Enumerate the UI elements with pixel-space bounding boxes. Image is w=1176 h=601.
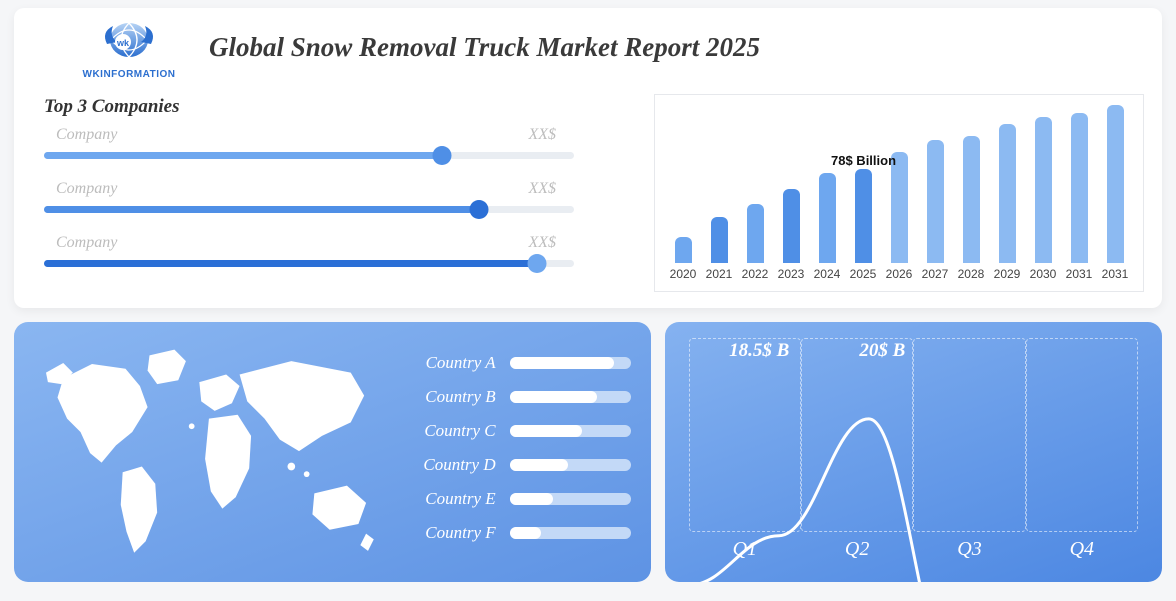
svg-text:wk: wk	[116, 38, 130, 48]
bar-x-label: 2025	[845, 267, 881, 281]
bar-x-label: 2031	[1097, 267, 1133, 281]
top-companies-list: Company XX$ Company XX$ Company XX$	[44, 126, 574, 288]
bar	[1035, 117, 1052, 263]
bar	[999, 124, 1016, 263]
country-fill	[510, 459, 568, 471]
country-row: Country F	[406, 516, 631, 550]
country-name: Country A	[406, 353, 496, 373]
bar-x-label: 2030	[1025, 267, 1061, 281]
country-track	[510, 493, 631, 505]
bar-x-label: 2027	[917, 267, 953, 281]
quarter-annotation: 18.5$ B	[729, 340, 789, 362]
yearly-bar-chart: 2020202120222023202420252026202720282029…	[654, 94, 1144, 292]
brand-text: WKINFORMATION	[74, 69, 184, 80]
company-knob	[527, 254, 546, 273]
country-list: Country A Country B Country C Country D Coun…	[406, 346, 631, 550]
country-row: Country D	[406, 448, 631, 482]
company-row: Company XX$	[44, 180, 574, 228]
bar	[963, 136, 980, 263]
bar	[783, 189, 800, 263]
top-card: wk WKINFORMATION Global Snow Removal Tru…	[14, 8, 1162, 308]
country-fill	[510, 391, 597, 403]
bar	[747, 204, 764, 263]
company-knob	[432, 146, 451, 165]
quarter-annotation: 20$ B	[859, 340, 905, 362]
top-companies-heading: Top 3 Companies	[44, 96, 180, 118]
country-fill	[510, 493, 554, 505]
bar	[891, 152, 908, 263]
page-title: Global Snow Removal Truck Market Report …	[209, 32, 760, 63]
bar	[855, 169, 872, 263]
company-fill	[44, 206, 479, 213]
bar-x-label: 2021	[701, 267, 737, 281]
bar-x-label: 2031	[1061, 267, 1097, 281]
country-fill	[510, 357, 614, 369]
company-name: Company	[56, 234, 117, 252]
country-track	[510, 357, 631, 369]
bar-x-label: 2029	[989, 267, 1025, 281]
country-row: Country E	[406, 482, 631, 516]
company-fill	[44, 152, 442, 159]
bar-x-label: 2028	[953, 267, 989, 281]
bar-x-label: 2024	[809, 267, 845, 281]
country-name: Country F	[406, 523, 496, 543]
bar	[675, 237, 692, 263]
country-row: Country C	[406, 414, 631, 448]
country-fill	[510, 425, 583, 437]
globe-icon: wk	[99, 14, 159, 62]
country-track	[510, 459, 631, 471]
bar-x-label: 2026	[881, 267, 917, 281]
country-track	[510, 391, 631, 403]
bar	[711, 217, 728, 263]
company-value: XX$	[528, 234, 556, 252]
world-map-icon	[32, 340, 382, 570]
quarterly-panel: Q1Q2Q3Q4 18.5$ B20$ B	[665, 322, 1162, 582]
country-fill	[510, 527, 541, 539]
company-row: Company XX$	[44, 126, 574, 174]
bar-x-label: 2020	[665, 267, 701, 281]
bar	[819, 173, 836, 263]
country-name: Country C	[406, 421, 496, 441]
country-track	[510, 425, 631, 437]
company-value: XX$	[528, 126, 556, 144]
company-value: XX$	[528, 180, 556, 198]
bar	[1107, 105, 1124, 263]
country-track	[510, 527, 631, 539]
country-row: Country B	[406, 380, 631, 414]
bar-chart-callout: 78$ Billion	[831, 153, 896, 168]
bar-x-label: 2022	[737, 267, 773, 281]
country-breakdown-panel: Country A Country B Country C Country D Coun…	[14, 322, 651, 582]
bar-x-label: 2023	[773, 267, 809, 281]
company-name: Company	[56, 126, 117, 144]
country-name: Country E	[406, 489, 496, 509]
bar	[927, 140, 944, 263]
country-name: Country B	[406, 387, 496, 407]
company-fill	[44, 260, 537, 267]
bar	[1071, 113, 1088, 263]
company-knob	[469, 200, 488, 219]
company-name: Company	[56, 180, 117, 198]
company-row: Company XX$	[44, 234, 574, 282]
brand-logo: wk WKINFORMATION	[74, 14, 184, 80]
country-row: Country A	[406, 346, 631, 380]
country-name: Country D	[406, 455, 496, 475]
